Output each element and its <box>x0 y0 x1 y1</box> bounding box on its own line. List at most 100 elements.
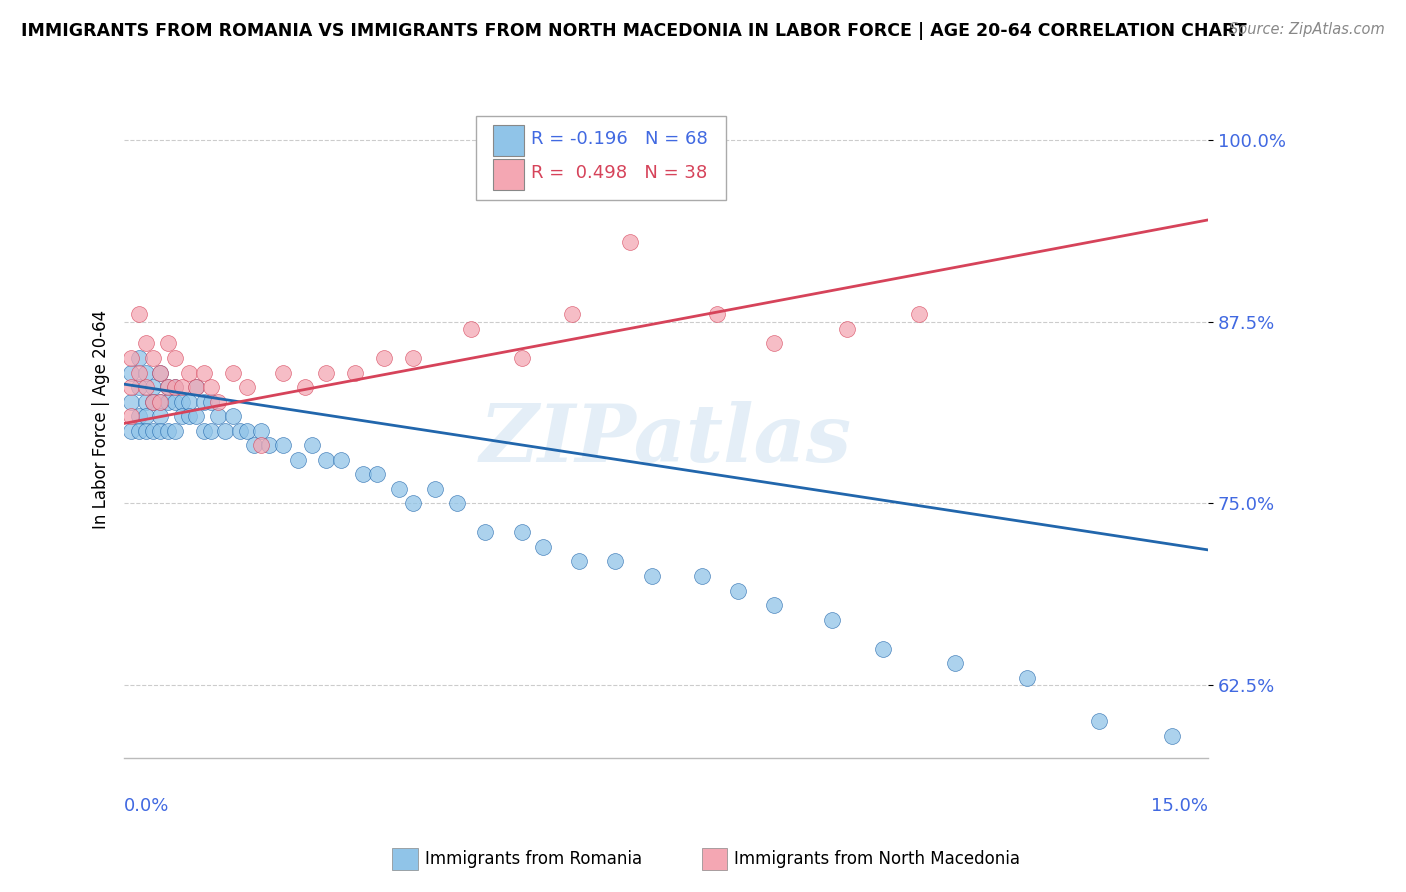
Point <box>135 394 157 409</box>
Point <box>156 394 179 409</box>
Point <box>156 336 179 351</box>
Point <box>200 394 222 409</box>
FancyBboxPatch shape <box>492 125 524 156</box>
Point <box>568 554 591 568</box>
Point <box>446 496 468 510</box>
Point <box>329 452 352 467</box>
Point <box>352 467 374 482</box>
Point <box>179 366 201 380</box>
Point <box>690 569 713 583</box>
Point <box>821 613 844 627</box>
FancyBboxPatch shape <box>477 116 725 200</box>
Point <box>221 366 243 380</box>
Point <box>186 409 208 424</box>
Point <box>214 424 236 438</box>
Point <box>128 409 150 424</box>
Point <box>120 351 142 365</box>
Point <box>135 409 157 424</box>
Point <box>193 394 215 409</box>
Point <box>163 351 186 365</box>
Point <box>128 380 150 394</box>
Point <box>835 322 858 336</box>
Text: IMMIGRANTS FROM ROMANIA VS IMMIGRANTS FROM NORTH MACEDONIA IN LABOR FORCE | AGE : IMMIGRANTS FROM ROMANIA VS IMMIGRANTS FR… <box>21 22 1247 40</box>
Point <box>170 380 193 394</box>
Point <box>193 366 215 380</box>
Point <box>120 424 142 438</box>
Y-axis label: In Labor Force | Age 20-64: In Labor Force | Age 20-64 <box>93 310 110 529</box>
Point <box>531 540 554 554</box>
Text: Immigrants from Romania: Immigrants from Romania <box>425 850 641 868</box>
Text: Immigrants from North Macedonia: Immigrants from North Macedonia <box>734 850 1019 868</box>
Point <box>423 482 446 496</box>
Point <box>135 380 157 394</box>
Point <box>142 394 165 409</box>
Point <box>1160 729 1182 743</box>
Point <box>706 307 728 321</box>
Point <box>163 424 186 438</box>
Point <box>619 235 641 249</box>
Point <box>142 380 165 394</box>
Point <box>156 380 179 394</box>
Text: 15.0%: 15.0% <box>1152 797 1208 814</box>
Point <box>250 438 273 452</box>
Point <box>250 424 273 438</box>
Point <box>120 409 142 424</box>
Point <box>149 409 172 424</box>
Text: R =  0.498   N = 38: R = 0.498 N = 38 <box>530 164 707 182</box>
Point <box>142 424 165 438</box>
Point <box>221 409 243 424</box>
Point <box>640 569 662 583</box>
Point <box>229 424 252 438</box>
Point <box>1088 714 1111 729</box>
Point <box>366 467 388 482</box>
Point <box>135 424 157 438</box>
Point <box>294 380 316 394</box>
Point <box>200 424 222 438</box>
Point <box>149 424 172 438</box>
Point <box>1017 671 1039 685</box>
Point <box>373 351 395 365</box>
Point <box>257 438 280 452</box>
Point <box>149 394 172 409</box>
Point <box>128 366 150 380</box>
Point <box>908 307 931 321</box>
Point <box>186 380 208 394</box>
Point <box>388 482 411 496</box>
Point <box>142 351 165 365</box>
Point <box>128 424 150 438</box>
Point <box>120 380 142 394</box>
Point <box>156 424 179 438</box>
Point <box>163 380 186 394</box>
Point <box>193 424 215 438</box>
Point <box>271 366 294 380</box>
Point <box>163 394 186 409</box>
Point <box>561 307 583 321</box>
Point <box>271 438 294 452</box>
Point <box>236 380 259 394</box>
Point <box>943 657 966 671</box>
Point <box>156 380 179 394</box>
Point <box>510 351 533 365</box>
Point <box>243 438 266 452</box>
Point <box>149 394 172 409</box>
FancyBboxPatch shape <box>492 159 524 190</box>
Point <box>605 554 627 568</box>
Point <box>200 380 222 394</box>
Point <box>142 394 165 409</box>
Point <box>128 351 150 365</box>
Point <box>170 394 193 409</box>
Point <box>207 394 229 409</box>
Point <box>344 366 367 380</box>
Point <box>287 452 309 467</box>
Point <box>179 409 201 424</box>
Point <box>135 336 157 351</box>
Text: Source: ZipAtlas.com: Source: ZipAtlas.com <box>1229 22 1385 37</box>
Text: ZIPatlas: ZIPatlas <box>479 401 852 479</box>
Point <box>128 307 150 321</box>
Text: 0.0%: 0.0% <box>124 797 170 814</box>
Point <box>402 496 425 510</box>
Point <box>301 438 323 452</box>
Point <box>763 336 786 351</box>
Point <box>149 366 172 380</box>
Point <box>510 525 533 540</box>
